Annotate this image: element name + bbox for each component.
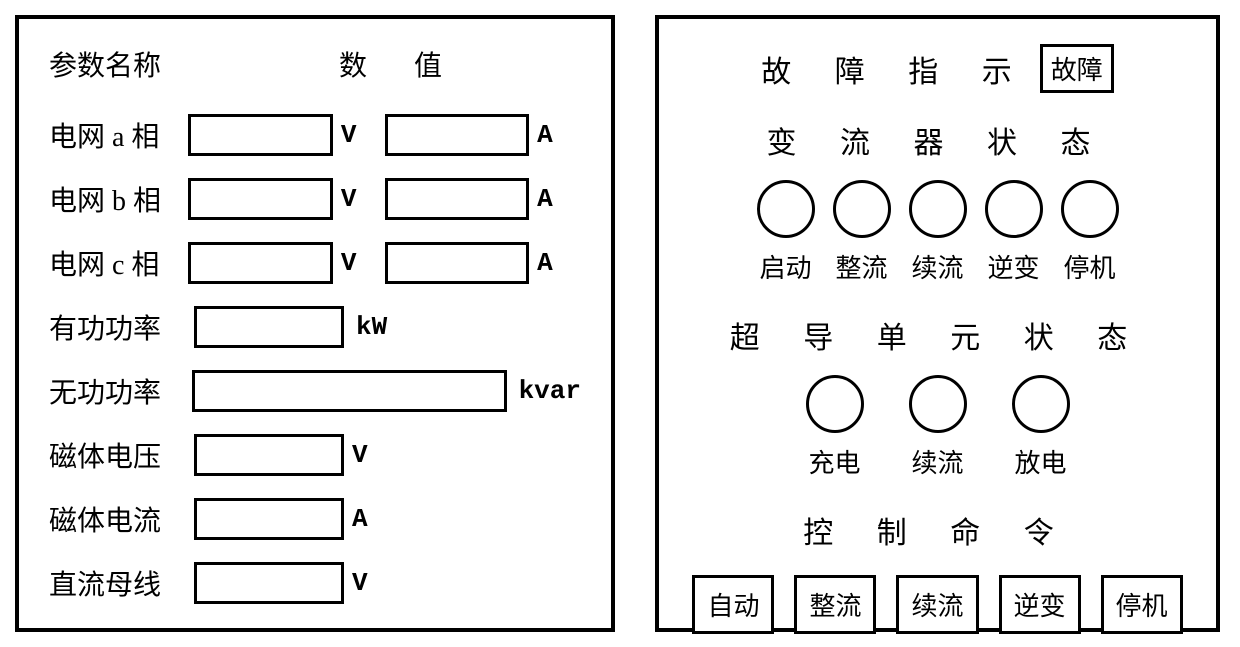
header-param-label: 参数名称 <box>49 44 209 84</box>
indicator-label: 充电 <box>806 443 864 480</box>
unit-label: A <box>537 184 566 214</box>
converter-labels: 启动 整流 续流 逆变 停机 <box>757 248 1119 285</box>
parameters-header: 参数名称 数 值 <box>49 44 581 84</box>
header-value-label: 数 值 <box>339 44 462 84</box>
grid-b-voltage-input[interactable] <box>188 178 332 220</box>
parameters-panel: 参数名称 数 值 电网 a 相 V A 电网 b 相 V A 电网 c 相 V … <box>15 15 615 632</box>
supercond-indicators <box>806 375 1070 433</box>
param-row-dc-bus: 直流母线 V <box>49 562 581 604</box>
param-label: 电网 b 相 <box>49 179 188 219</box>
param-row-grid-a: 电网 a 相 V A <box>49 114 581 156</box>
indicator-label: 整流 <box>833 248 891 285</box>
indicator-label: 逆变 <box>985 248 1043 285</box>
magnet-current-input[interactable] <box>194 498 344 540</box>
control-cmd-title: 控 制 命 令 <box>803 508 1072 552</box>
stop-button[interactable]: 停机 <box>1101 575 1183 634</box>
param-label: 直流母线 <box>49 563 194 603</box>
rectify-button[interactable]: 整流 <box>794 575 876 634</box>
freewheel2-indicator-icon <box>909 375 967 433</box>
freewheel-indicator-icon <box>909 180 967 238</box>
grid-c-voltage-input[interactable] <box>188 242 332 284</box>
unit-label: kW <box>356 312 387 342</box>
param-label: 有功功率 <box>49 307 194 347</box>
charge-indicator-icon <box>806 375 864 433</box>
dc-bus-input[interactable] <box>194 562 344 604</box>
indicator-label: 续流 <box>909 248 967 285</box>
grid-a-voltage-input[interactable] <box>188 114 332 156</box>
grid-c-current-input[interactable] <box>385 242 529 284</box>
unit-label: A <box>537 248 566 278</box>
param-label: 电网 c 相 <box>49 243 188 283</box>
param-label: 电网 a 相 <box>49 115 188 155</box>
param-label: 无功功率 <box>49 371 192 411</box>
fault-indicator-row: 故 障 指 示 故障 <box>689 44 1186 93</box>
reactive-power-input[interactable] <box>192 370 507 412</box>
unit-label: V <box>341 184 370 214</box>
fault-title: 故 障 指 示 <box>761 47 1030 91</box>
invert-button[interactable]: 逆变 <box>999 575 1081 634</box>
supercond-labels: 充电 续流 放电 <box>806 443 1070 480</box>
param-row-reactive-power: 无功功率 kvar <box>49 370 581 412</box>
grid-b-current-input[interactable] <box>385 178 529 220</box>
unit-label: V <box>352 568 382 598</box>
converter-indicators <box>757 180 1119 238</box>
param-row-grid-b: 电网 b 相 V A <box>49 178 581 220</box>
param-row-grid-c: 电网 c 相 V A <box>49 242 581 284</box>
unit-label: A <box>352 504 382 534</box>
rectify-indicator-icon <box>833 180 891 238</box>
supercond-status-title: 超 导 单 元 状 态 <box>730 313 1146 357</box>
invert-indicator-icon <box>985 180 1043 238</box>
indicator-label: 放电 <box>1012 443 1070 480</box>
param-row-magnet-current: 磁体电流 A <box>49 498 581 540</box>
freewheel-button[interactable]: 续流 <box>896 575 978 634</box>
unit-label: V <box>352 440 382 470</box>
unit-label: A <box>537 120 566 150</box>
indicator-label: 续流 <box>909 443 967 480</box>
indicator-label: 启动 <box>757 248 815 285</box>
magnet-voltage-input[interactable] <box>194 434 344 476</box>
status-panel: 故 障 指 示 故障 变 流 器 状 态 启动 整流 续流 逆变 停机 超 导 … <box>655 15 1220 632</box>
param-row-magnet-voltage: 磁体电压 V <box>49 434 581 476</box>
indicator-label: 停机 <box>1061 248 1119 285</box>
param-row-active-power: 有功功率 kW <box>49 306 581 348</box>
unit-label: V <box>341 120 370 150</box>
converter-status-title: 变 流 器 状 态 <box>767 118 1109 162</box>
unit-label: kvar <box>519 376 581 406</box>
stop-indicator-icon <box>1061 180 1119 238</box>
grid-a-current-input[interactable] <box>385 114 529 156</box>
param-label: 磁体电压 <box>49 435 194 475</box>
active-power-input[interactable] <box>194 306 344 348</box>
param-label: 磁体电流 <box>49 499 194 539</box>
control-buttons-row: 自动 整流 续流 逆变 停机 <box>692 575 1182 634</box>
unit-label: V <box>341 248 370 278</box>
auto-button[interactable]: 自动 <box>692 575 774 634</box>
fault-badge: 故障 <box>1040 44 1114 93</box>
discharge-indicator-icon <box>1012 375 1070 433</box>
start-indicator-icon <box>757 180 815 238</box>
